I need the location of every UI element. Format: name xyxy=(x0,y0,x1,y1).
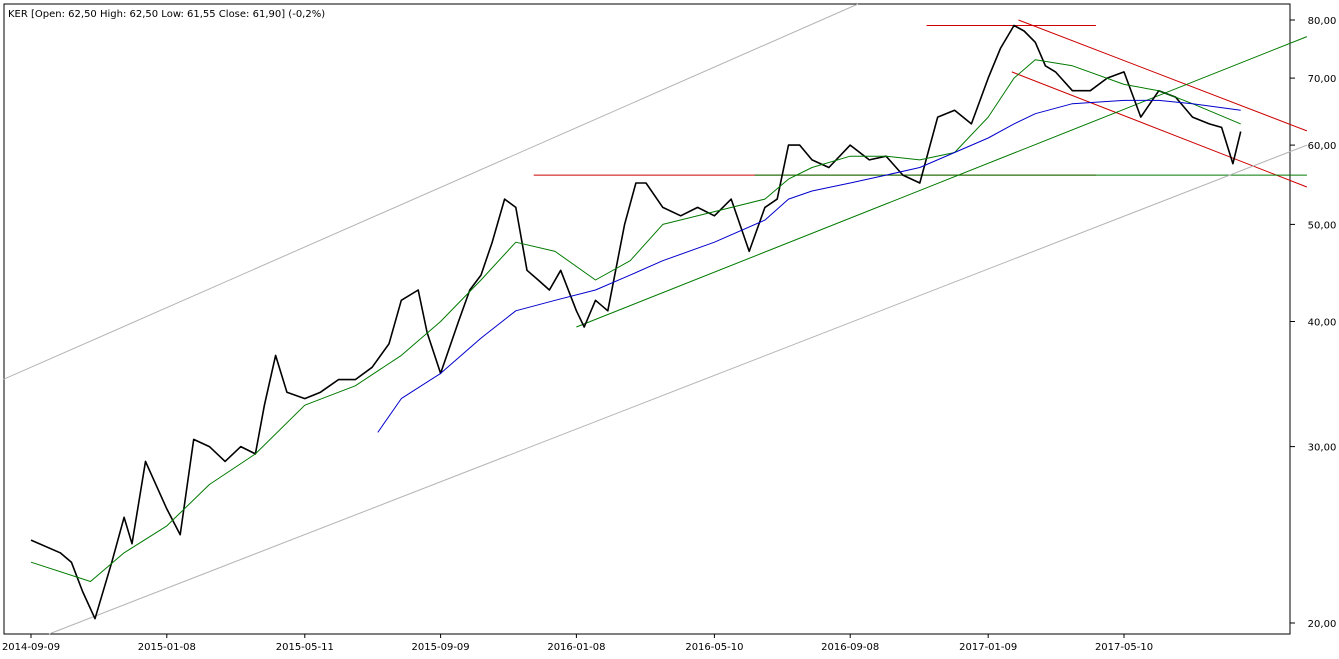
x-tick-label: 2016-09-08 xyxy=(821,642,879,653)
x-tick-label: 2014-09-09 xyxy=(2,642,60,653)
x-tick-label: 2017-01-09 xyxy=(959,642,1017,653)
trend-line-6 xyxy=(576,36,1308,328)
y-axis: 20,00 30,00 40,00 50,00 60,00 70,00 80,00 xyxy=(1290,16,1336,630)
plot-frame xyxy=(3,3,1291,635)
trend-line-4 xyxy=(1011,71,1308,188)
trend-lines xyxy=(2,3,1308,635)
y-tick-label: 80,00 xyxy=(1308,16,1337,27)
y-tick-label: 30,00 xyxy=(1308,443,1337,454)
trend-line-3 xyxy=(1018,19,1308,132)
x-tick-label: 2016-01-08 xyxy=(547,642,605,653)
x-tick-label: 2015-01-08 xyxy=(138,642,196,653)
y-tick-label: 50,00 xyxy=(1308,220,1337,231)
y-tick-label: 70,00 xyxy=(1308,74,1337,85)
x-tick-label: 2015-09-09 xyxy=(412,642,470,653)
ohlc-header: KER [Open: 62,50 High: 62,50 Low: 61,55 … xyxy=(8,9,325,20)
x-tick-label: 2015-05-11 xyxy=(276,642,334,653)
moving-average-long xyxy=(377,99,1241,433)
x-axis: 2014-09-09 2015-01-08 2015-05-11 2015-09-09… xyxy=(2,634,1153,653)
trend-line-8 xyxy=(48,144,1308,635)
y-tick-label: 20,00 xyxy=(1308,619,1337,630)
price-series xyxy=(30,24,1242,620)
moving-average-short xyxy=(30,59,1241,582)
x-tick-label: 2017-05-10 xyxy=(1095,642,1153,653)
trend-line-7 xyxy=(2,3,859,381)
price-line xyxy=(30,24,1242,620)
y-tick-label: 60,00 xyxy=(1308,141,1337,152)
y-tick-label: 40,00 xyxy=(1308,318,1337,329)
x-tick-label: 2016-05-10 xyxy=(685,642,743,653)
